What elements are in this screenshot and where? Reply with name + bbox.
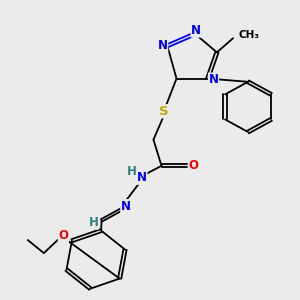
Text: N: N (158, 39, 168, 52)
Text: H: H (127, 165, 136, 178)
Text: S: S (159, 105, 169, 118)
Text: H: H (88, 216, 98, 229)
Text: N: N (191, 24, 201, 37)
Text: O: O (58, 229, 68, 242)
Text: CH₃: CH₃ (239, 30, 260, 40)
Text: O: O (189, 159, 199, 172)
Text: N: N (137, 171, 147, 184)
Text: N: N (121, 200, 131, 213)
Text: N: N (208, 73, 218, 86)
